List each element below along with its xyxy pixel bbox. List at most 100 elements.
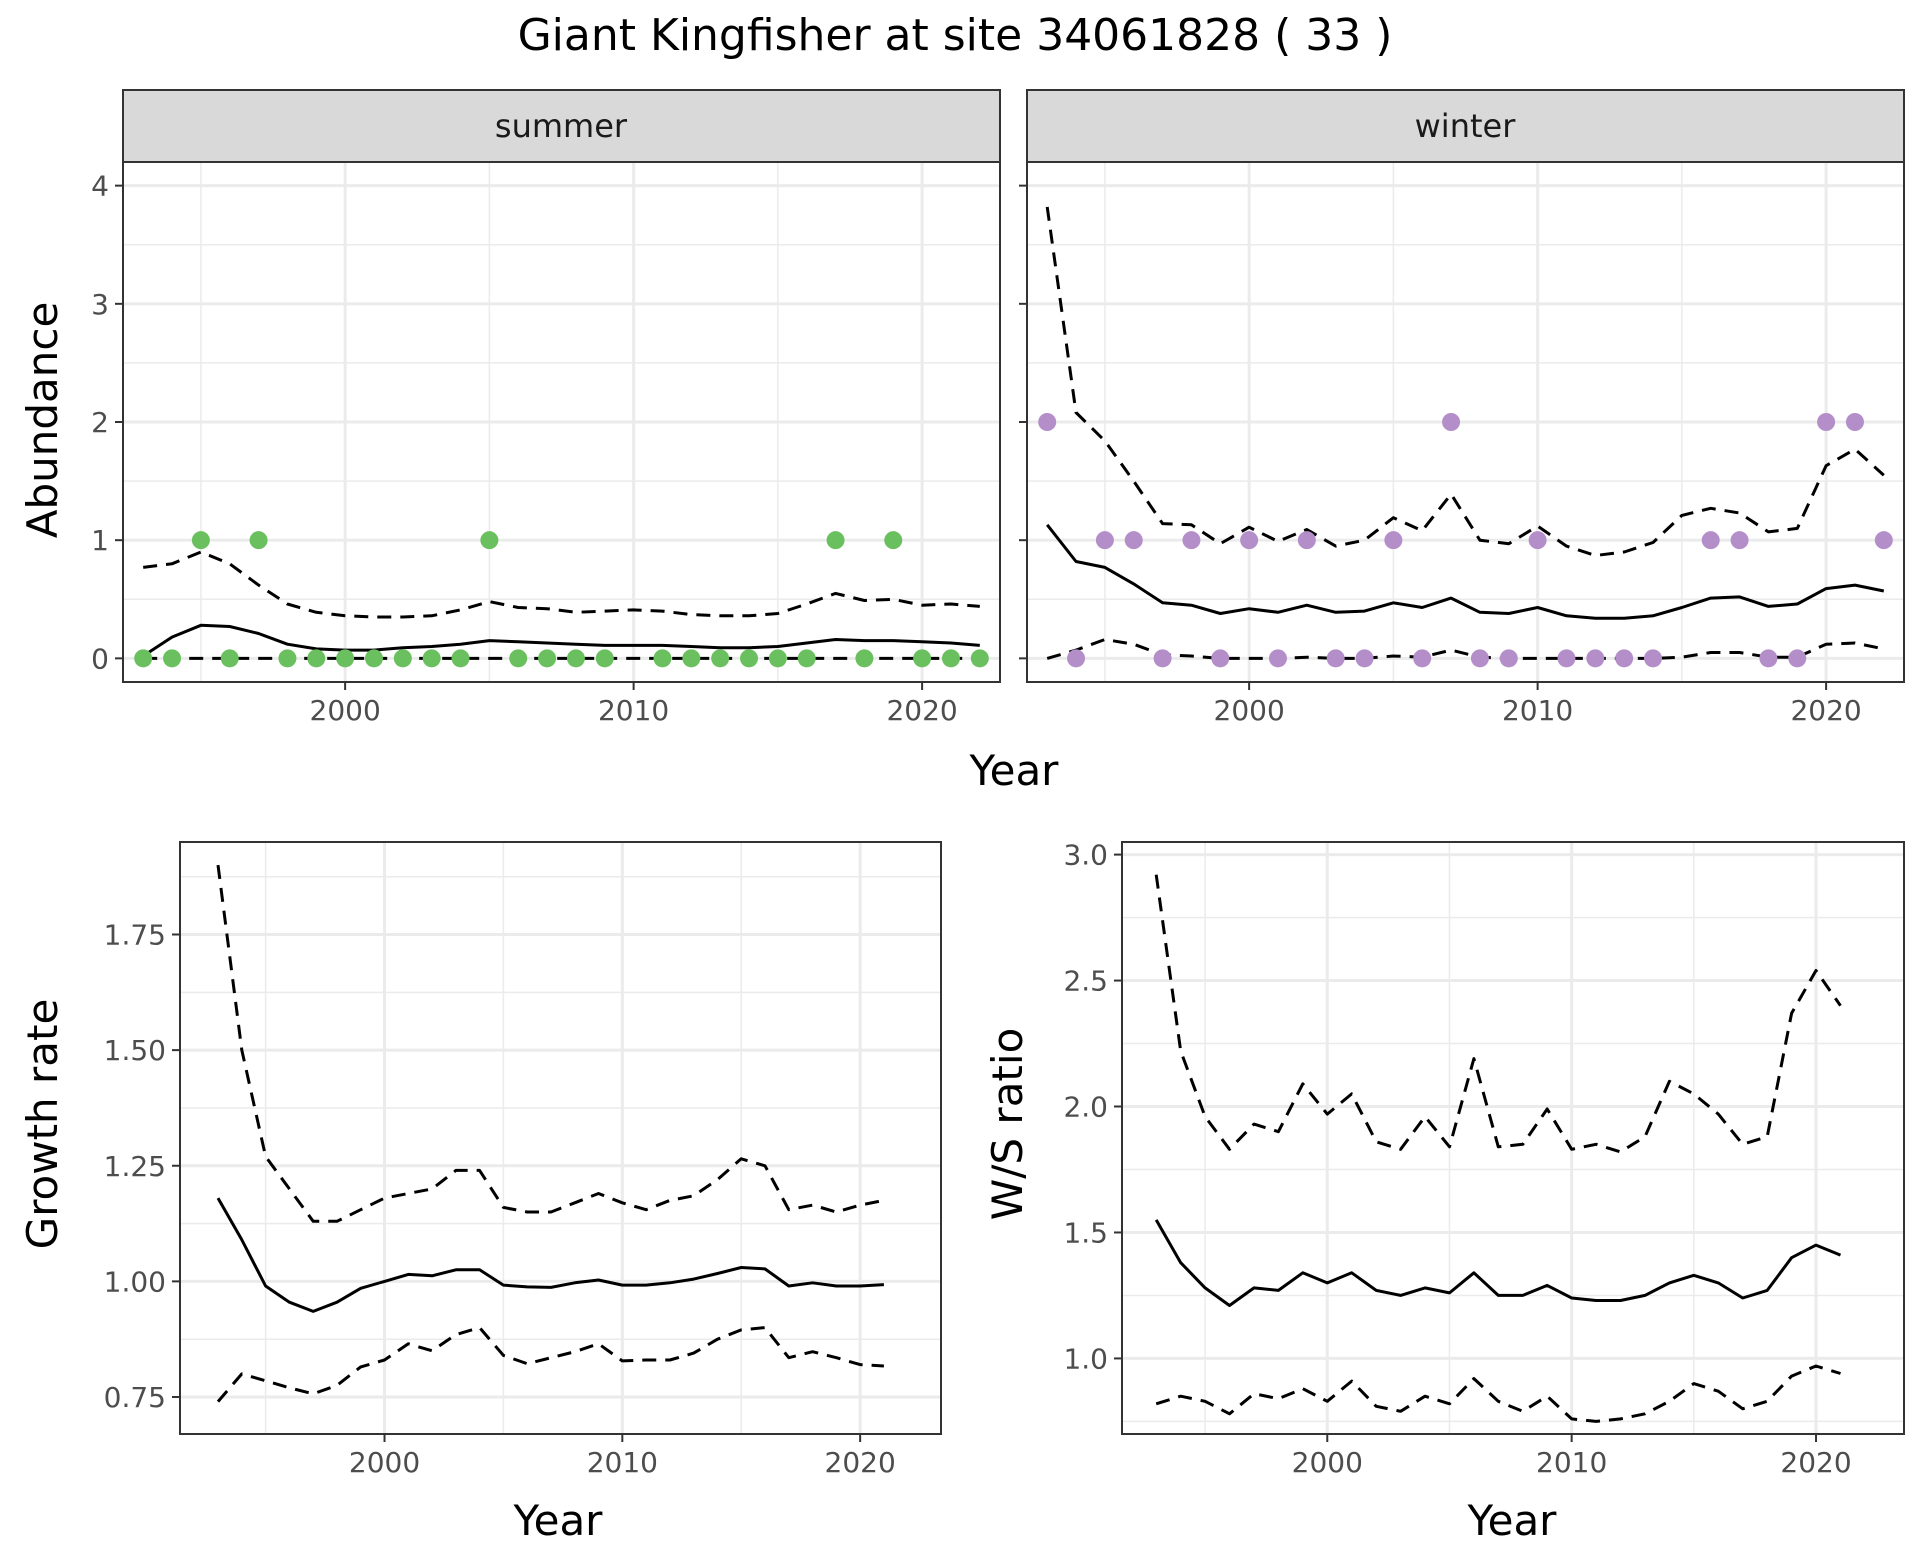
y-tick-label: 2 [91, 406, 109, 439]
x-tick-label: 2000 [1292, 1446, 1363, 1479]
y-tick-label: 0 [91, 642, 109, 675]
observed-point [1153, 649, 1172, 668]
observed-point [509, 649, 528, 668]
observed-point [1874, 531, 1893, 550]
strip-winter [1026, 89, 1905, 163]
x-tick-label: 2000 [349, 1446, 420, 1479]
observed-point [941, 649, 960, 668]
panel-winter-abundance: 2000 2010 2020 [1019, 161, 1905, 727]
observed-point [1211, 649, 1230, 668]
y-tick-label: 1.25 [104, 1150, 166, 1183]
observed-point [1788, 649, 1807, 668]
observed-point [1413, 649, 1432, 668]
observed-point [1845, 413, 1864, 431]
observed-point [1701, 531, 1720, 550]
series-upper-line [1154, 874, 1842, 1154]
y-tick-label: 1.00 [104, 1265, 166, 1298]
observed-point [1586, 649, 1605, 668]
observed-point [797, 649, 816, 668]
observed-point [826, 531, 845, 550]
plot-background [180, 842, 941, 1434]
series-upper-line [1045, 206, 1885, 557]
y-tick-label: 3.0 [1063, 839, 1108, 872]
observed-point [393, 649, 412, 668]
observed-point [451, 649, 470, 668]
x-tick-label: 2000 [1214, 694, 1285, 727]
observed-point [1644, 649, 1663, 668]
x-tick-label: 2020 [1780, 1446, 1851, 1479]
observed-point [682, 649, 701, 668]
observed-point [278, 649, 297, 668]
strip-label-winter: winter [1415, 107, 1517, 145]
series-fit-line [142, 623, 980, 658]
strip-summer [122, 89, 1001, 163]
x-tick-label: 2020 [1790, 694, 1861, 727]
observed-point [970, 649, 989, 668]
observed-point [855, 649, 874, 668]
observed-point [1528, 531, 1547, 550]
x-tick-label: 2010 [1502, 694, 1573, 727]
series-upper-line [216, 864, 885, 1223]
plot-background [1122, 842, 1904, 1434]
observed-point [913, 649, 932, 668]
observed-point [538, 649, 557, 668]
observed-point [884, 531, 903, 550]
x-tick-label: 2020 [886, 694, 957, 727]
observed-point [653, 649, 672, 668]
observed-point [134, 649, 153, 668]
figure-title: Giant Kingfisher at site 34061828 ( 33 ) [518, 10, 1393, 61]
y-tick-label: 4 [91, 170, 109, 203]
observed-point [336, 649, 355, 668]
panel-border [1026, 161, 1905, 683]
observed-point [768, 649, 787, 668]
observed-point [1470, 649, 1489, 668]
y-tick-label: 1.75 [104, 919, 166, 952]
observed-point [1326, 649, 1345, 668]
bottom-right-x-axis-title: Year [1467, 1496, 1558, 1545]
observed-point [1297, 531, 1316, 550]
y-tick-label: 3 [91, 288, 109, 321]
x-tick-label: 2010 [587, 1446, 658, 1479]
y-tick-label: 1.50 [104, 1034, 166, 1067]
series-lower-line [216, 1326, 884, 1403]
observed-point [1038, 413, 1057, 431]
observed-point [364, 649, 383, 668]
series-lower-line [1046, 638, 1885, 660]
y-tick-label: 2.0 [1063, 1091, 1108, 1124]
panel-growth-rate: 2000 2010 2020 0.75 1.00 1.25 1.50 1.75 [104, 841, 942, 1479]
series-lower-line [1155, 1364, 1841, 1423]
y-tick-label: 1.0 [1063, 1342, 1108, 1375]
y-tick-label: 2.5 [1063, 965, 1108, 998]
observed-point [1499, 649, 1518, 668]
observed-point [307, 649, 326, 668]
observed-point [191, 531, 210, 550]
observed-point [1095, 531, 1114, 550]
x-tick-label: 2020 [825, 1446, 896, 1479]
observed-point [1759, 649, 1778, 668]
series-fit-line [1154, 1219, 1842, 1307]
strip-label-summer: summer [495, 107, 628, 145]
observed-point [1268, 649, 1287, 668]
observed-point [1355, 649, 1374, 668]
observed-point [1384, 531, 1403, 550]
panel-border [1121, 841, 1905, 1435]
panel-ws-ratio: 2000 2010 2020 1.0 1.5 2.0 2.5 3.0 [1063, 839, 1905, 1479]
panel-border [179, 841, 942, 1435]
observed-point [1182, 531, 1201, 550]
observed-point [1442, 413, 1461, 431]
observed-point [249, 531, 268, 550]
observed-point [1240, 531, 1259, 550]
observed-point [1557, 649, 1576, 668]
observed-point [1730, 531, 1749, 550]
observed-point [1817, 413, 1836, 431]
observed-point [220, 649, 239, 668]
observed-point [711, 649, 730, 668]
x-tick-label: 2010 [1536, 1446, 1607, 1479]
observed-point [422, 649, 441, 668]
bottom-right-y-axis-title: W/S ratio [983, 1028, 1032, 1221]
y-tick-label: 1.5 [1063, 1216, 1108, 1249]
observed-point [1067, 649, 1086, 668]
observed-point [595, 649, 614, 668]
x-tick-label: 2010 [598, 694, 669, 727]
